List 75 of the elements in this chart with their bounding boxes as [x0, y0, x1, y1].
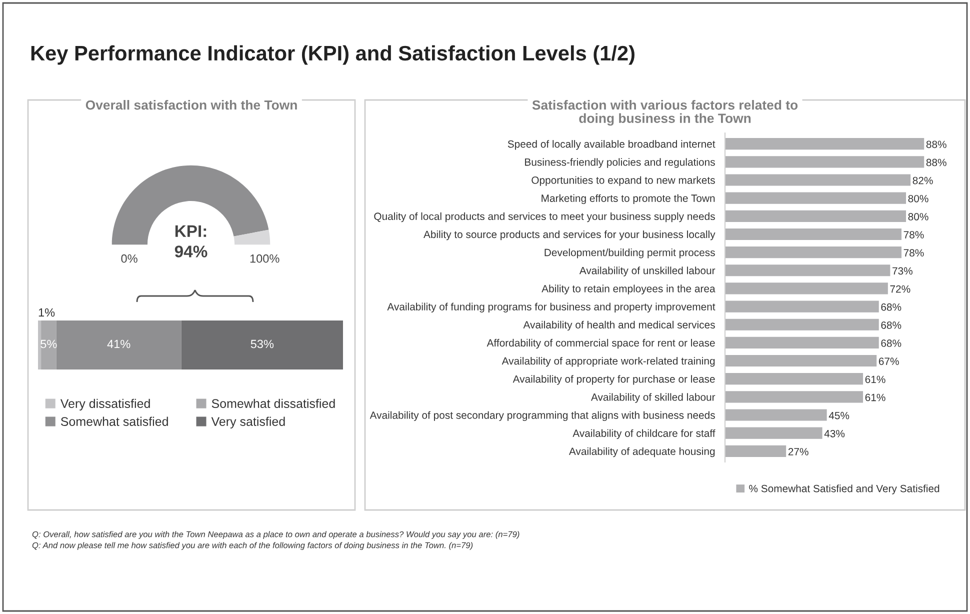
text: Q: Overall, how satisfied are you with the Town Neepawa as a place to own and operate a business? Would you say you are: (n=79) — [32, 531, 520, 539]
data-label: 41% — [107, 340, 130, 348]
y-tick-label: Marketing efforts to promote the Town — [542, 194, 715, 204]
data-label: 72% — [890, 285, 910, 293]
bar — [725, 373, 864, 385]
y-tick-label: Availability of funding programs for business and property improvement — [387, 302, 716, 312]
data-label: 67% — [878, 358, 899, 366]
y-tick-label: Availability of childcare for staff — [572, 429, 716, 440]
data-label: 61% — [865, 376, 886, 384]
data-label: 88% — [926, 140, 946, 148]
legend-label: Very satisfied — [211, 416, 285, 428]
data-label: 43% — [824, 430, 845, 438]
y-tick-label: Quality of local products and services to meet your business supply needs — [374, 212, 715, 222]
y-tick-label: Ability to retain employees in the area — [542, 284, 716, 294]
bar — [38, 320, 42, 370]
legend-label: Somewhat satisfied — [60, 416, 168, 426]
chart-title: Satisfaction with various factors related to doing business in the Town — [532, 100, 798, 126]
bar — [725, 156, 924, 168]
data-label: 1% — [38, 308, 55, 317]
data-label: 88% — [926, 158, 946, 166]
data-label: 53% — [250, 340, 274, 348]
y-tick-label: Availability of post secondary programming that aligns with business needs — [370, 411, 715, 421]
bar — [725, 192, 906, 204]
bar — [725, 300, 879, 312]
y-tick-label: Ability to source products and services for your business locally — [424, 230, 716, 240]
legend-label: % Somewhat Satisfied and Very Satisfied — [749, 484, 940, 494]
y-tick-label: Business-friendly policies and regulations — [525, 158, 715, 168]
bar — [725, 282, 888, 294]
text: KPI: 94% — [174, 225, 208, 258]
data-label: 68% — [881, 340, 902, 347]
data-label: 68% — [881, 321, 902, 329]
legend-label: Somewhat dissatisfied — [212, 398, 335, 408]
text: Q: And now please tell me how satisfied you are with each of the following factors of doing business in the Town. (n=79) — [32, 542, 473, 550]
bar — [725, 427, 822, 439]
bar — [725, 336, 879, 348]
data-label: 73% — [892, 267, 912, 275]
y-tick-label: Opportunities to expand to new markets — [532, 176, 715, 186]
data-label: 45% — [828, 412, 850, 420]
bar — [725, 318, 879, 330]
bar — [725, 264, 890, 276]
y-tick-label: Speed of locally available broadband internet — [508, 140, 716, 150]
y-tick-label: Development/building permit process — [544, 248, 715, 258]
text: 100% — [250, 254, 280, 263]
bar — [725, 138, 924, 150]
y-tick-label: Availability of appropriate work-related training — [502, 356, 715, 367]
y-tick-label: Availability of unskilled labour — [579, 266, 716, 276]
data-label: 80% — [908, 213, 928, 220]
chart-subtitle: Overall satisfaction with the Town — [86, 100, 297, 110]
data-label: 27% — [788, 448, 808, 456]
y-tick-label: Availability of adequate housing — [568, 447, 715, 458]
bar — [725, 409, 827, 421]
data-label: 78% — [904, 231, 924, 238]
bar — [725, 391, 864, 403]
legend-label: Very dissatisfied — [60, 398, 150, 410]
data-label: 61% — [865, 394, 886, 402]
y-tick-label: Affordability of commercial space for rent or lease — [486, 338, 715, 349]
data-label: 5% — [40, 340, 57, 348]
data-label: 68% — [881, 303, 902, 311]
bar — [725, 210, 906, 222]
data-label: 80% — [908, 194, 928, 202]
text: 0% — [121, 254, 138, 263]
y-tick-label: Availability of skilled labour — [591, 393, 716, 403]
bar — [725, 174, 911, 186]
text: Key Performance Indicator (KPI) and Satisfaction Levels (1/2) — [31, 45, 634, 65]
bar — [725, 228, 902, 240]
data-label: 82% — [912, 176, 933, 184]
bar — [725, 445, 786, 457]
bar — [41, 320, 56, 370]
y-tick-label: Availability of health and medical services — [523, 320, 715, 331]
y-tick-label: Availability of property for purchase or lease — [512, 375, 715, 385]
bar — [181, 320, 343, 370]
bar — [725, 354, 877, 367]
bar — [56, 320, 182, 370]
data-label: 78% — [904, 249, 924, 257]
bar — [725, 246, 902, 258]
